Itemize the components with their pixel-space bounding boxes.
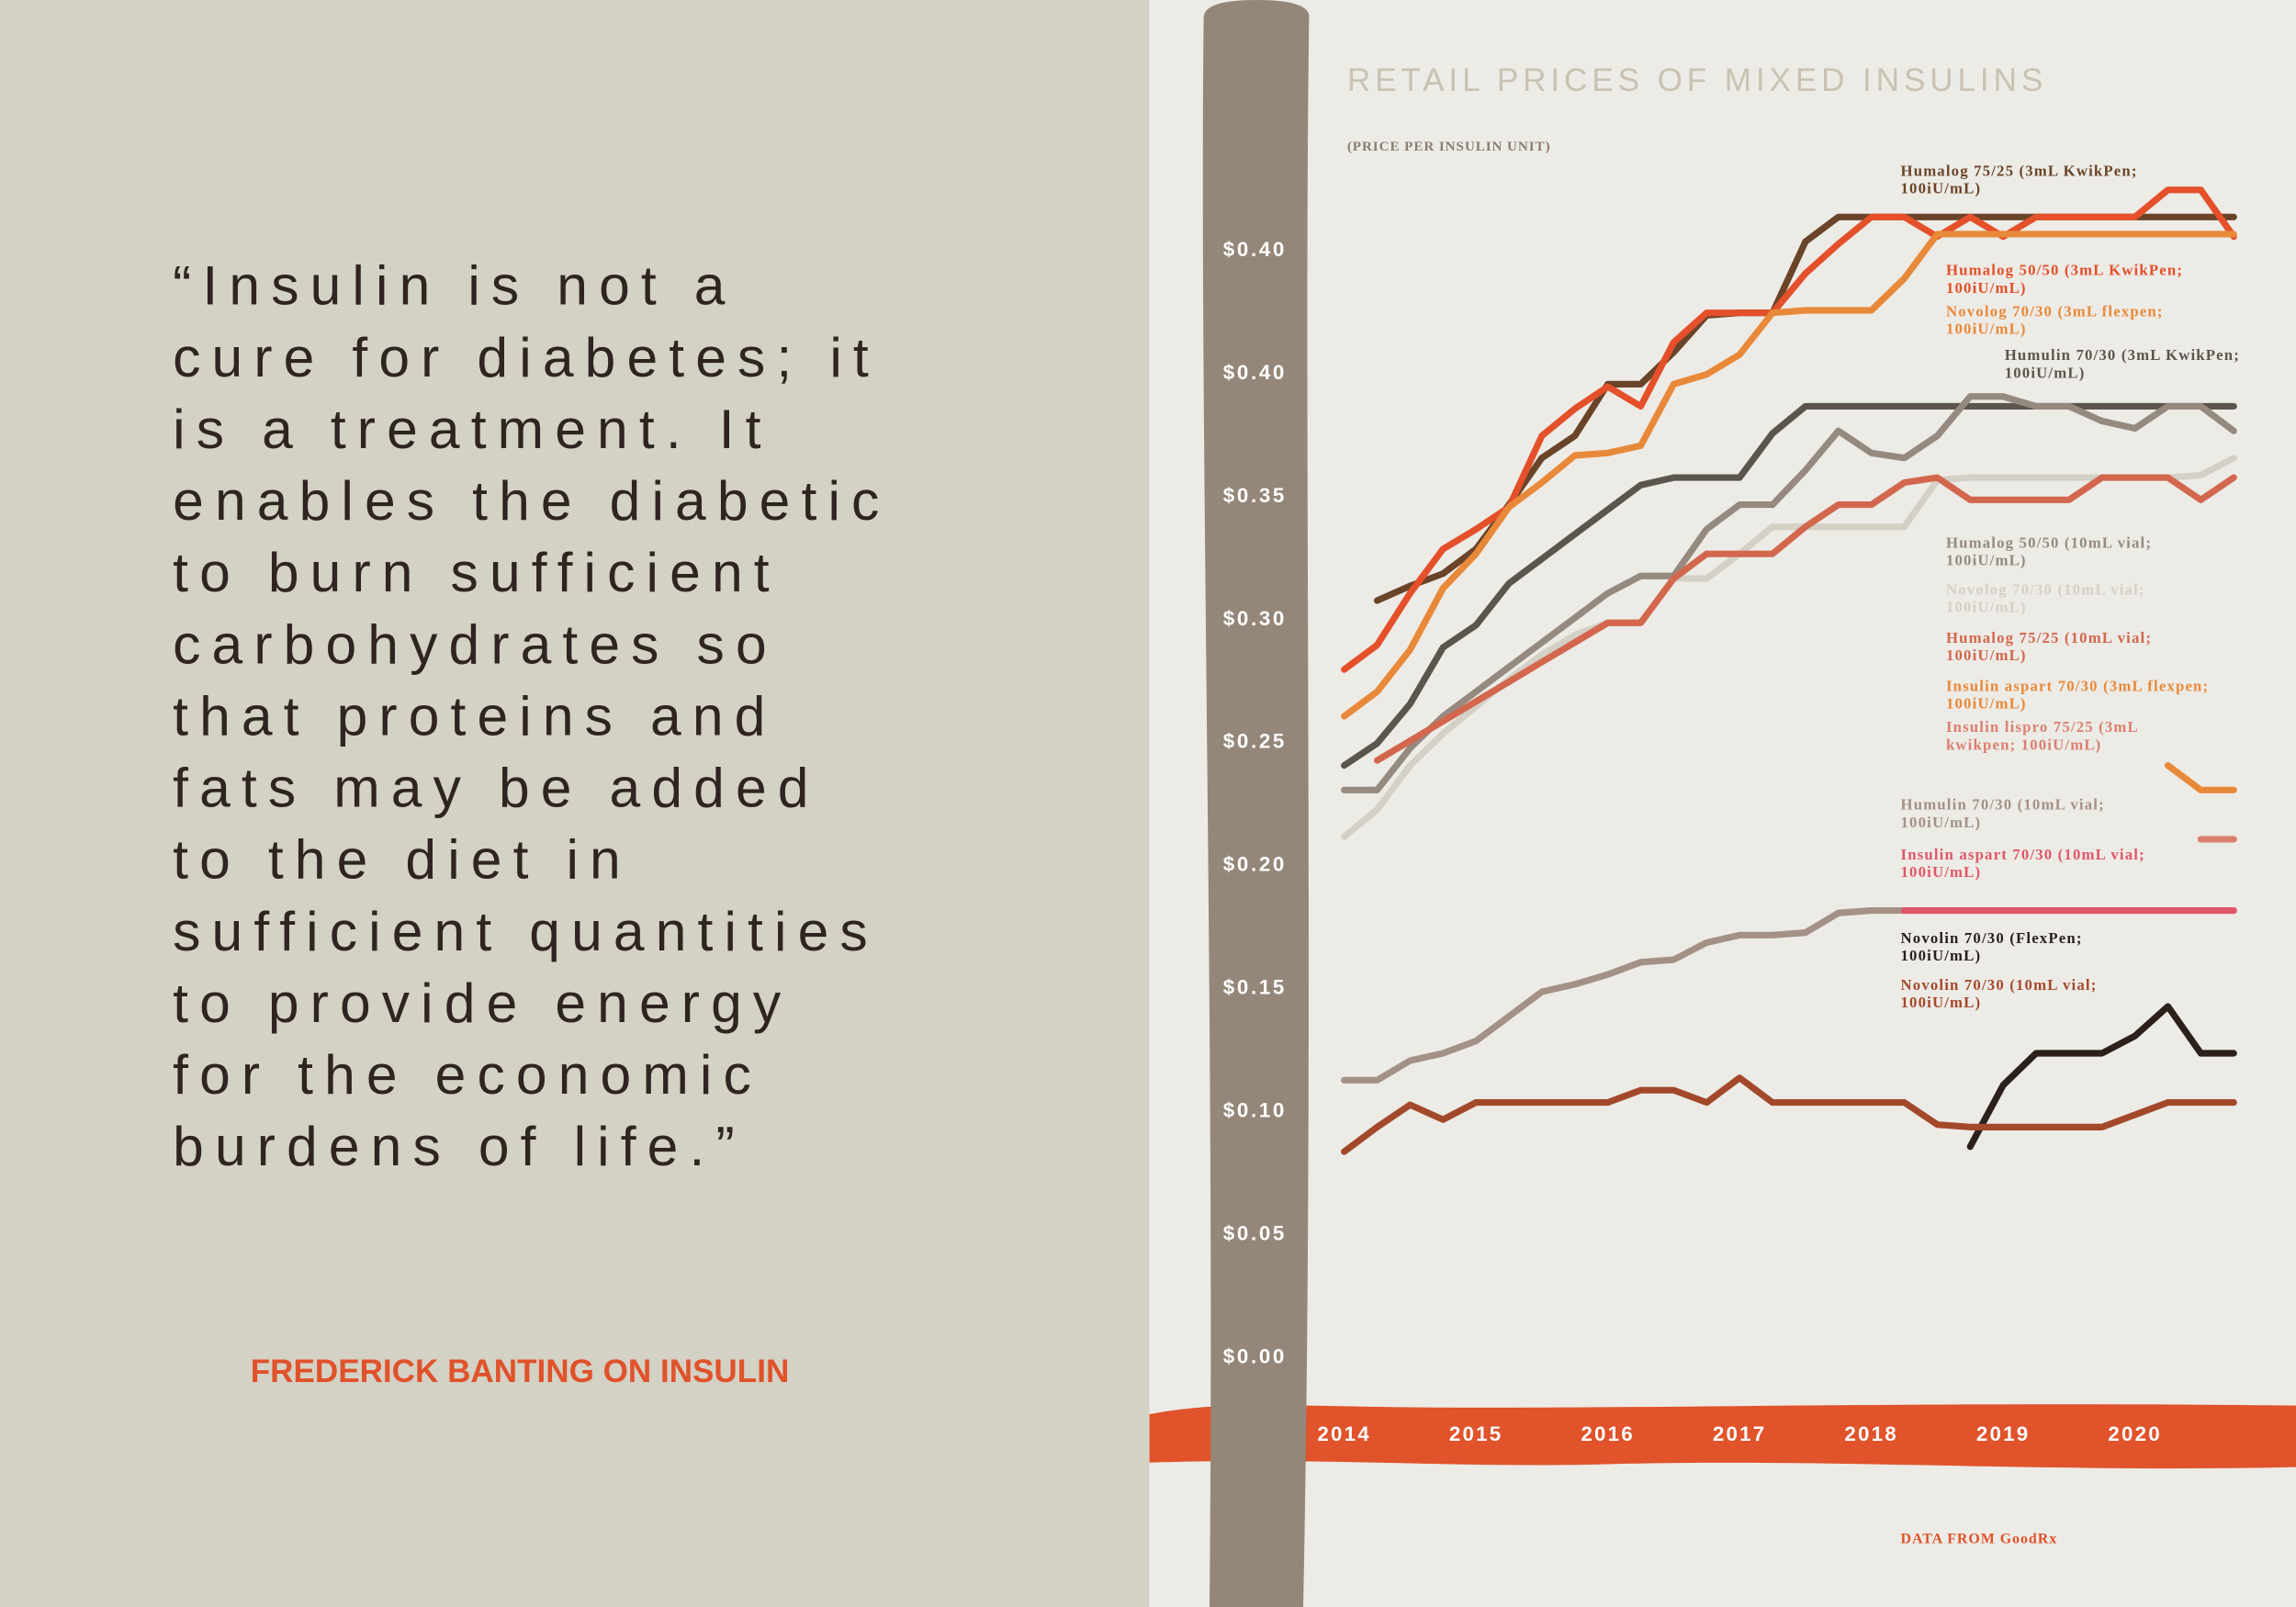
legend-label: Humalog 75/25 (3mL KwikPen; 100iU/mL): [1900, 163, 2138, 198]
legend-label: Novolin 70/30 (FlexPen; 100iU/mL): [1900, 931, 2083, 965]
legend-label: Novolog 70/30 (3mL flexpen; 100iU/mL): [1945, 304, 2164, 339]
price-line: [1373, 474, 2237, 764]
y-tick-label: $0.00: [1222, 1343, 1288, 1368]
legend-label: Novolin 70/30 (10mL vial; 100iU/mL): [1900, 978, 2098, 1012]
y-tick-label: $0.40: [1222, 237, 1288, 261]
chart-panel: [1149, 0, 2296, 1607]
price-line: [1341, 402, 2237, 770]
quote-line: burdens of life.”: [173, 1117, 746, 1179]
quote-line: to the diet in: [173, 830, 632, 892]
x-tick-label: 2017: [1712, 1422, 1767, 1445]
quote-line: sufficient quantities: [173, 902, 879, 964]
quote-line: that proteins and: [173, 686, 777, 748]
legend-label: Humulin 70/30 (3mL KwikPen; 100iU/mL): [2004, 348, 2241, 383]
x-tick-label: 2019: [1975, 1422, 2031, 1445]
quote-line: to provide energy: [173, 973, 793, 1036]
y-tick-label: $0.10: [1222, 1097, 1288, 1122]
price-line: [1341, 1074, 2237, 1155]
legend-label: Novolog 70/30 (10mL vial; 100iU/mL): [1945, 582, 2145, 617]
legend-label: Humalog 50/50 (10mL vial; 100iU/mL): [1945, 535, 2153, 570]
y-tick-label: $0.20: [1222, 851, 1288, 876]
price-line: [1341, 393, 2237, 793]
y-tick-label: $0.35: [1222, 483, 1288, 507]
chart-subtitle: (PRICE PER INSULIN UNIT): [1346, 140, 1551, 156]
quote-panel: [0, 0, 1150, 1607]
y-tick-label: $0.40: [1222, 360, 1288, 384]
price-line: [1341, 230, 2237, 720]
legend-label: Humalog 75/25 (10mL vial; 100iU/mL): [1945, 631, 2153, 665]
x-tick-label: 2018: [1844, 1422, 1898, 1445]
price-line: [1966, 1003, 2237, 1151]
legend-label: Insulin lispro 75/25 (3mL kwikpen; 100iU…: [1945, 720, 2138, 755]
legend-label: Humalog 50/50 (3mL KwikPen; 100iU/mL): [1945, 263, 2184, 298]
quote-attribution: FREDERICK BANTING ON INSULIN: [250, 1353, 790, 1390]
x-tick-label: 2020: [2108, 1422, 2162, 1445]
quote-line: for the economic: [173, 1045, 762, 1107]
legend-label: Humulin 70/30 (10mL vial; 100iU/mL): [1900, 797, 2105, 832]
quote-line: to burn sufficient: [173, 543, 781, 605]
quote-line: “Insulin is not a: [173, 256, 737, 318]
price-line: [1341, 186, 2237, 673]
legend-label: Insulin aspart 70/30 (10mL vial; 100iU/m…: [1900, 848, 2145, 882]
legend-label: Insulin aspart 70/30 (3mL flexpen; 100iU…: [1945, 679, 2210, 714]
x-axis-band: [1149, 1404, 2296, 1469]
quote-line: fats may be added: [173, 758, 820, 820]
price-line: [2164, 761, 2237, 793]
source-note: DATA FROM GoodRx: [1900, 1531, 2058, 1548]
x-tick-label: 2014: [1317, 1422, 1371, 1445]
chart-title: RETAIL PRICES OF MIXED INSULINS: [1346, 61, 2048, 98]
x-tick-label: 2015: [1448, 1422, 1503, 1445]
quote-line: carbohydrates so: [173, 614, 778, 677]
y-tick-label: $0.25: [1222, 729, 1288, 753]
quote-line: is a treatment. It: [173, 399, 772, 462]
quote-line: cure for diabetes; it: [173, 328, 880, 390]
x-tick-label: 2016: [1581, 1422, 1635, 1445]
quote-line: enables the diabetic: [173, 471, 891, 534]
y-tick-label: $0.30: [1222, 606, 1288, 630]
y-tick-label: $0.05: [1222, 1220, 1288, 1245]
y-axis-band: [1202, 0, 1310, 1607]
y-tick-label: $0.15: [1222, 974, 1288, 999]
